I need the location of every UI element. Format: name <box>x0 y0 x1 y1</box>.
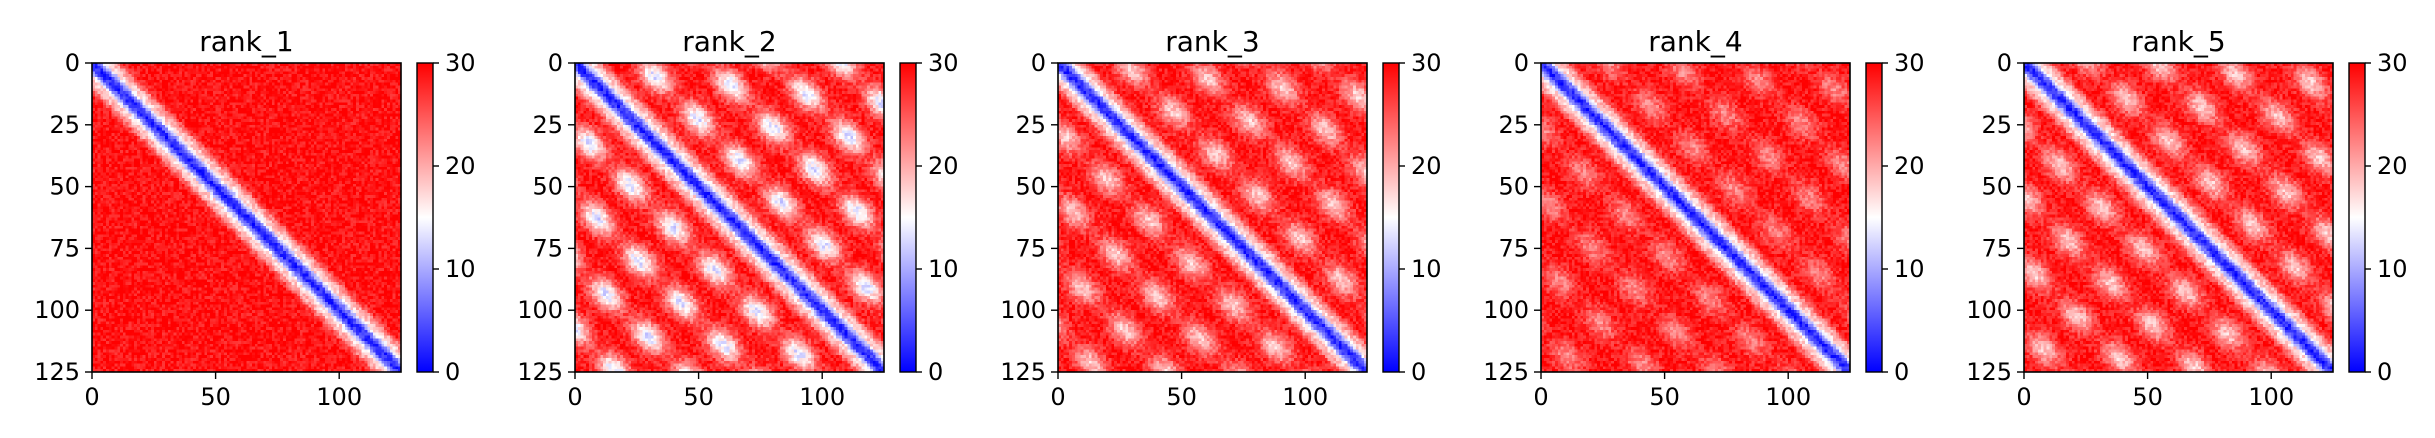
chart-title: rank_4 <box>1648 25 1742 58</box>
y-tick-label: 25 <box>1015 111 1046 139</box>
heatmap-cells <box>1058 63 1367 372</box>
plot-frame <box>1540 62 1851 373</box>
chart-title: rank_3 <box>1165 25 1259 58</box>
colorbar-tick-label: 20 <box>2377 152 2408 180</box>
y-tick-label: 0 <box>1514 49 1529 77</box>
x-tick-label: 0 <box>1533 383 1548 411</box>
x-tick-label: 0 <box>2016 383 2031 411</box>
colorbar-frame <box>1382 62 1400 373</box>
y-tick-label: 100 <box>1966 296 2012 324</box>
colorbar-frame <box>416 62 434 373</box>
colorbar <box>417 63 433 372</box>
colorbar-tick-label: 0 <box>1894 358 1909 386</box>
colorbar <box>1383 63 1399 372</box>
colorbar <box>1866 63 1882 372</box>
y-tick-label: 125 <box>1000 358 1046 386</box>
x-tick-label: 50 <box>1649 383 1680 411</box>
colorbar-tick-label: 30 <box>1894 49 1925 77</box>
plot-frame <box>1057 62 1368 373</box>
x-tick-label: 50 <box>683 383 714 411</box>
y-tick-label: 100 <box>34 296 80 324</box>
colorbar-frame <box>899 62 917 373</box>
colorbar-tick-label: 10 <box>1411 255 1442 283</box>
y-tick-label: 125 <box>1966 358 2012 386</box>
y-tick-label: 25 <box>1981 111 2012 139</box>
y-tick-label: 25 <box>49 111 80 139</box>
y-tick-label: 0 <box>65 49 80 77</box>
colorbar <box>2349 63 2365 372</box>
colorbar-tick-label: 10 <box>2377 255 2408 283</box>
colorbar-tick-label: 20 <box>928 152 959 180</box>
heatmap-cells <box>575 63 884 372</box>
y-tick-label: 125 <box>1483 358 1529 386</box>
y-tick-label: 75 <box>1015 234 1046 262</box>
x-tick-label: 100 <box>316 383 362 411</box>
y-tick-label: 50 <box>49 173 80 201</box>
colorbar-tick-label: 0 <box>1411 358 1426 386</box>
colorbar-tick-label: 0 <box>445 358 460 386</box>
y-tick-label: 75 <box>1981 234 2012 262</box>
y-tick-label: 0 <box>1997 49 2012 77</box>
colorbar-tick-label: 20 <box>1894 152 1925 180</box>
colorbar <box>900 63 916 372</box>
x-tick-label: 0 <box>84 383 99 411</box>
heatmap-cells <box>2024 63 2333 372</box>
colorbar-tick-label: 10 <box>1894 255 1925 283</box>
y-tick-label: 75 <box>49 234 80 262</box>
y-tick-label: 100 <box>1483 296 1529 324</box>
colorbar-tick-label: 0 <box>928 358 943 386</box>
chart-title: rank_2 <box>682 25 776 58</box>
heatmap-cells <box>1541 63 1850 372</box>
colorbar-frame <box>1865 62 1883 373</box>
y-tick-label: 25 <box>532 111 563 139</box>
y-tick-label: 100 <box>1000 296 1046 324</box>
y-tick-label: 0 <box>1031 49 1046 77</box>
plot-frame <box>574 62 885 373</box>
chart-title: rank_5 <box>2131 25 2225 58</box>
colorbar-tick-label: 0 <box>2377 358 2392 386</box>
y-tick-label: 50 <box>1498 173 1529 201</box>
colorbar-tick-label: 10 <box>445 255 476 283</box>
colorbar-tick-label: 30 <box>445 49 476 77</box>
chart-title: rank_1 <box>199 25 293 58</box>
colorbar-frame <box>2348 62 2366 373</box>
y-tick-label: 125 <box>517 358 563 386</box>
x-tick-label: 100 <box>1765 383 1811 411</box>
x-tick-label: 0 <box>567 383 582 411</box>
y-tick-label: 100 <box>517 296 563 324</box>
x-tick-label: 50 <box>200 383 231 411</box>
y-tick-label: 75 <box>532 234 563 262</box>
plot-frame <box>91 62 402 373</box>
x-tick-label: 50 <box>1166 383 1197 411</box>
colorbar-tick-label: 30 <box>1411 49 1442 77</box>
colorbar-tick-label: 10 <box>928 255 959 283</box>
heatmap-cells <box>92 63 401 372</box>
x-tick-label: 50 <box>2132 383 2163 411</box>
y-tick-label: 75 <box>1498 234 1529 262</box>
x-tick-label: 100 <box>799 383 845 411</box>
y-tick-label: 50 <box>532 173 563 201</box>
colorbar-tick-label: 30 <box>2377 49 2408 77</box>
y-tick-label: 50 <box>1981 173 2012 201</box>
y-tick-label: 125 <box>34 358 80 386</box>
x-tick-label: 0 <box>1050 383 1065 411</box>
y-tick-label: 50 <box>1015 173 1046 201</box>
colorbar-tick-label: 20 <box>1411 152 1442 180</box>
plot-frame <box>2023 62 2334 373</box>
x-tick-label: 100 <box>2248 383 2294 411</box>
colorbar-tick-label: 20 <box>445 152 476 180</box>
y-tick-label: 25 <box>1498 111 1529 139</box>
colorbar-tick-label: 30 <box>928 49 959 77</box>
x-tick-label: 100 <box>1282 383 1328 411</box>
y-tick-label: 0 <box>548 49 563 77</box>
